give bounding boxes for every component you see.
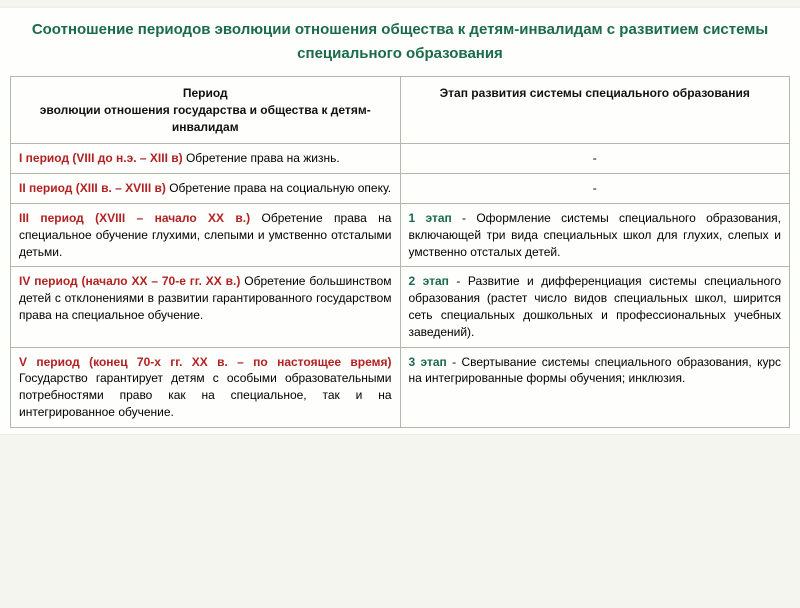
stage-cell: - bbox=[400, 174, 790, 204]
stage-cell: 2 этап - Развитие и дифференциация систе… bbox=[400, 267, 790, 347]
header-col-1-line1: Период bbox=[183, 86, 228, 100]
period-label: IV период (начало XX – 70-е гг. XX в.) bbox=[19, 274, 240, 288]
table-row: III период (XVIII – начало XX в.) Обрете… bbox=[11, 203, 790, 266]
stage-dash: - bbox=[593, 151, 597, 165]
table-body: I период (VIII до н.э. – XIII в) Обретен… bbox=[11, 144, 790, 427]
table-header-row: Период эволюции отношения государства и … bbox=[11, 77, 790, 144]
stage-text: - Развитие и дифференциация системы спец… bbox=[409, 274, 782, 338]
period-text: Государство гарантирует детям с особыми … bbox=[19, 371, 392, 419]
header-col-1: Период эволюции отношения государства и … bbox=[11, 77, 401, 144]
stage-text: - Свертывание системы специального образ… bbox=[409, 355, 782, 386]
period-text: Обретение права на социальную опеку. bbox=[166, 181, 391, 195]
stage-cell: 1 этап - Оформление системы специального… bbox=[400, 203, 790, 266]
period-text: Обретение права на жизнь. bbox=[183, 151, 340, 165]
table-row: I период (VIII до н.э. – XIII в) Обретен… bbox=[11, 144, 790, 174]
stage-cell: - bbox=[400, 144, 790, 174]
table-row: II период (XIII в. – XVIII в) Обретение … bbox=[11, 174, 790, 204]
table-row: V период (конец 70-х гг. XX в. – по наст… bbox=[11, 347, 790, 427]
stage-cell: 3 этап - Свертывание системы специальног… bbox=[400, 347, 790, 427]
stage-dash: - bbox=[593, 181, 597, 195]
period-label: V период (конец 70-х гг. XX в. – по наст… bbox=[19, 355, 392, 369]
period-cell: III период (XVIII – начало XX в.) Обрете… bbox=[11, 203, 401, 266]
period-cell: V период (конец 70-х гг. XX в. – по наст… bbox=[11, 347, 401, 427]
stage-text: - Оформление системы специального образо… bbox=[409, 211, 782, 259]
page-title: Соотношение периодов эволюции отношения … bbox=[10, 18, 790, 66]
table-row: IV период (начало XX – 70-е гг. XX в.) О… bbox=[11, 267, 790, 347]
period-label: III период (XVIII – начало XX в.) bbox=[19, 211, 250, 225]
period-label: II период (XIII в. – XVIII в) bbox=[19, 181, 166, 195]
period-cell: II период (XIII в. – XVIII в) Обретение … bbox=[11, 174, 401, 204]
period-cell: IV период (начало XX – 70-е гг. XX в.) О… bbox=[11, 267, 401, 347]
header-col-2: Этап развития системы специального образ… bbox=[400, 77, 790, 144]
periods-table: Период эволюции отношения государства и … bbox=[10, 76, 790, 428]
period-label: I период (VIII до н.э. – XIII в) bbox=[19, 151, 183, 165]
stage-label: 3 этап bbox=[409, 355, 447, 369]
header-col-1-line2: эволюции отношения государства и обществ… bbox=[40, 103, 371, 134]
document-page: Соотношение периодов эволюции отношения … bbox=[0, 8, 800, 434]
stage-label: 2 этап bbox=[409, 274, 449, 288]
period-cell: I период (VIII до н.э. – XIII в) Обретен… bbox=[11, 144, 401, 174]
stage-label: 1 этап bbox=[409, 211, 452, 225]
